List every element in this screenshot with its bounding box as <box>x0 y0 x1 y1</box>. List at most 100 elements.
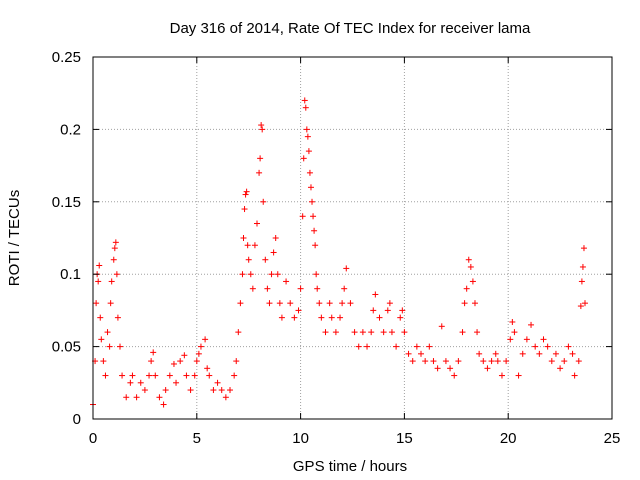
data-point <box>173 379 180 386</box>
data-point <box>332 329 339 336</box>
data-point <box>313 271 320 278</box>
data-point <box>578 278 585 285</box>
data-point <box>93 300 100 307</box>
data-point <box>442 358 449 365</box>
data-point <box>258 122 265 129</box>
data-point <box>181 352 188 359</box>
data-point <box>257 155 264 162</box>
y-tick-label: 0 <box>73 411 81 428</box>
data-point <box>214 379 221 386</box>
data-point <box>351 329 358 336</box>
data-point <box>364 343 371 350</box>
data-point <box>111 245 118 252</box>
data-point <box>283 278 290 285</box>
data-point <box>393 343 400 350</box>
data-points <box>90 97 589 408</box>
data-point <box>260 198 267 205</box>
data-point <box>254 220 261 227</box>
data-point <box>337 314 344 321</box>
data-point <box>303 126 310 133</box>
data-point <box>183 372 190 379</box>
data-point <box>544 343 551 350</box>
data-point <box>355 343 362 350</box>
data-point <box>536 350 543 357</box>
data-point <box>430 358 437 365</box>
data-point <box>146 372 153 379</box>
y-axis-label: ROTI / TECUs <box>6 190 23 286</box>
data-point <box>465 256 472 263</box>
data-point <box>95 278 102 285</box>
data-point <box>204 365 211 372</box>
data-point <box>306 169 313 176</box>
data-point <box>259 126 266 133</box>
data-point <box>341 285 348 292</box>
data-point <box>552 350 559 357</box>
data-point <box>582 300 589 307</box>
data-point <box>237 300 244 307</box>
data-point <box>270 249 277 256</box>
data-point <box>326 300 333 307</box>
data-point <box>152 372 159 379</box>
data-point <box>166 372 173 379</box>
data-point <box>123 394 130 401</box>
data-point <box>245 256 252 263</box>
data-point <box>548 358 555 365</box>
plot-frame <box>92 56 613 420</box>
data-point <box>112 239 119 246</box>
data-point <box>343 265 350 272</box>
data-point <box>299 213 306 220</box>
data-point <box>235 329 242 336</box>
x-tick-label: 0 <box>89 430 97 447</box>
data-point <box>579 263 586 270</box>
data-point <box>274 271 281 278</box>
data-point <box>300 155 307 162</box>
data-point <box>100 358 107 365</box>
y-tick-label: 0.25 <box>52 49 81 66</box>
data-point <box>240 235 247 241</box>
data-point <box>376 314 383 321</box>
data-point <box>231 372 238 379</box>
data-point <box>339 300 346 307</box>
data-point <box>278 314 285 321</box>
data-point <box>471 300 478 307</box>
data-point <box>98 336 105 343</box>
data-point <box>150 349 157 356</box>
data-point <box>110 256 117 263</box>
axis-ticks <box>92 56 613 420</box>
data-point <box>575 358 582 365</box>
data-point <box>434 365 441 372</box>
grid-lines <box>93 57 612 419</box>
data-point <box>455 358 462 365</box>
data-point <box>467 263 474 270</box>
data-point <box>519 350 526 357</box>
data-point <box>239 271 246 278</box>
data-point <box>413 343 420 350</box>
y-tick-label: 0.1 <box>60 266 81 283</box>
data-point <box>380 329 387 336</box>
data-point <box>492 350 499 357</box>
data-point <box>418 350 425 357</box>
data-point <box>384 307 391 314</box>
data-point <box>409 358 416 365</box>
data-point <box>476 350 483 357</box>
data-point <box>388 329 395 336</box>
data-point <box>291 314 298 321</box>
data-point <box>304 133 311 140</box>
data-point <box>503 358 510 365</box>
data-point <box>241 206 248 213</box>
data-point <box>97 314 104 321</box>
data-point <box>451 372 458 379</box>
data-point <box>156 394 163 401</box>
data-point <box>197 343 204 350</box>
data-point <box>104 329 111 336</box>
data-point <box>116 343 123 350</box>
data-point <box>580 245 587 252</box>
x-tick-label: 15 <box>396 430 413 447</box>
data-point <box>262 256 269 263</box>
y-tick-labels: 0 0.05 0.1 0.15 0.2 0.25 <box>52 49 81 428</box>
data-point <box>187 387 194 394</box>
y-tick-label: 0.05 <box>52 339 81 356</box>
data-point <box>571 372 578 379</box>
data-point <box>368 329 375 336</box>
data-point <box>399 307 406 314</box>
